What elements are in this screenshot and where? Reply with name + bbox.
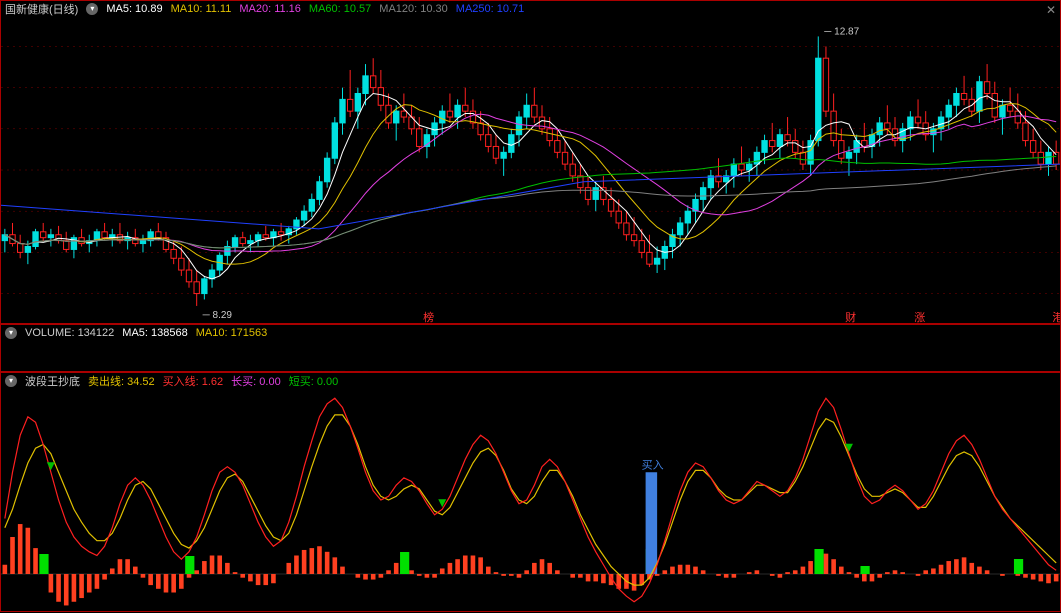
svg-text:买入: 买入 — [642, 458, 664, 471]
main-chart-panel: 国新健康(日线) ▾ MA5: 10.89 MA10: 11.11 MA20: … — [0, 0, 1061, 324]
ma250-legend: MA250: 10.71 — [456, 3, 525, 15]
collapse-icon[interactable]: ▾ — [5, 327, 17, 339]
volume-chart[interactable] — [1, 341, 1060, 371]
long-buy-legend: 长买: 0.00 — [231, 373, 281, 389]
volume-header: ▾ VOLUME: 134122 MA5: 138568 MA10: 17156… — [1, 325, 1060, 341]
buy-line-legend: 买入线: 1.62 — [163, 373, 224, 389]
svg-text:─ 8.29: ─ 8.29 — [202, 310, 233, 321]
svg-text:─ 12.87: ─ 12.87 — [823, 26, 859, 37]
indicator-header: ▾ 波段王抄底 卖出线: 34.52 买入线: 1.62 长买: 0.00 短买… — [1, 373, 1060, 389]
collapse-icon[interactable]: ▾ — [5, 375, 17, 387]
svg-text:榜: 榜 — [423, 310, 434, 323]
collapse-icon[interactable]: ▾ — [86, 3, 98, 15]
short-buy-legend: 短买: 0.00 — [289, 373, 339, 389]
indicator-name: 波段王抄底 — [25, 373, 80, 389]
ma10-legend: MA10: 11.11 — [171, 3, 232, 15]
main-chart-header: 国新健康(日线) ▾ MA5: 10.89 MA10: 11.11 MA20: … — [1, 1, 1060, 17]
volume-ma5-legend: MA5: 138568 — [122, 327, 187, 339]
sell-line-legend: 卖出线: 34.52 — [88, 373, 155, 389]
volume-legend: VOLUME: 134122 — [25, 327, 114, 339]
candlestick-chart[interactable]: ─ 12.87 ─ 8.29 榜 财 涨 港 — [1, 17, 1060, 323]
close-icon[interactable]: ✕ — [1046, 3, 1056, 17]
volume-ma10-legend: MA10: 171563 — [196, 327, 268, 339]
stock-title: 国新健康(日线) — [5, 1, 78, 17]
svg-text:涨: 涨 — [914, 311, 925, 323]
ma5-legend: MA5: 10.89 — [106, 3, 162, 15]
ma20-legend: MA20: 11.16 — [239, 3, 301, 15]
ma60-legend: MA60: 10.57 — [309, 3, 371, 15]
indicator-chart[interactable]: 买入 — [1, 389, 1060, 611]
volume-panel: ▾ VOLUME: 134122 MA5: 138568 MA10: 17156… — [0, 324, 1061, 372]
indicator-panel: ▾ 波段王抄底 卖出线: 34.52 买入线: 1.62 长买: 0.00 短买… — [0, 372, 1061, 612]
svg-text:财: 财 — [845, 310, 856, 323]
ma120-legend: MA120: 10.30 — [379, 3, 448, 15]
svg-text:港: 港 — [1052, 311, 1060, 323]
